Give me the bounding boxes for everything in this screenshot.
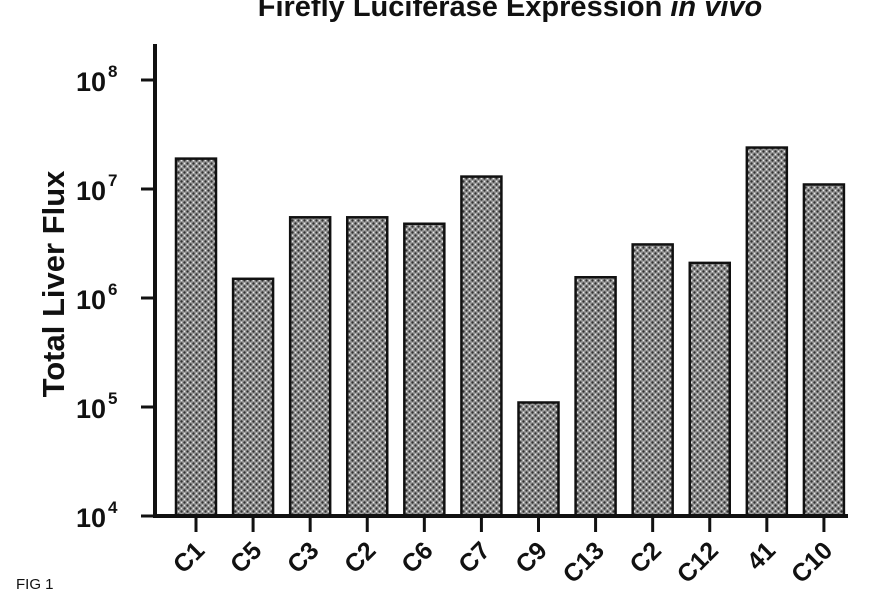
bar [633,244,673,516]
bars [176,148,844,516]
bar [804,184,844,516]
bar [576,277,616,516]
bar [690,263,730,516]
figure-label: FIG 1 [16,576,54,593]
x-tick-label: C1 [168,536,210,578]
y-tick-label: 107 [76,171,118,206]
bar [747,148,787,516]
bar [347,217,387,516]
bar [461,177,501,516]
x-tick-label: C7 [453,536,495,578]
bar [519,402,559,516]
bar [290,217,330,516]
y-tick-label: 106 [76,280,118,315]
x-tick-label: C12 [672,536,724,588]
y-tick-label: 105 [76,389,118,424]
x-tick-label: C13 [558,536,610,588]
y-axis-label: Total Liver Flux [36,170,71,398]
y-tick-label: 104 [76,498,118,533]
x-tick-label: C9 [510,536,552,578]
x-axis-ticks: C1C5C3C2C6C7C9C13C2C1241C10 [168,516,838,589]
x-tick-label: 41 [742,536,782,576]
x-tick-label: C2 [339,536,381,578]
bar [233,279,273,516]
bar [404,224,444,516]
x-tick-label: C6 [396,536,438,578]
x-tick-label: C10 [786,536,838,588]
x-tick-label: C3 [282,536,324,578]
y-tick-label: 108 [76,62,118,97]
chart-title: Firefly Luciferase Expression in vivo [258,0,762,23]
x-tick-label: C5 [225,536,267,578]
x-tick-label: C2 [625,536,667,578]
y-axis-ticks: 104 105 106 107 108 [76,62,155,533]
bar [176,159,216,516]
